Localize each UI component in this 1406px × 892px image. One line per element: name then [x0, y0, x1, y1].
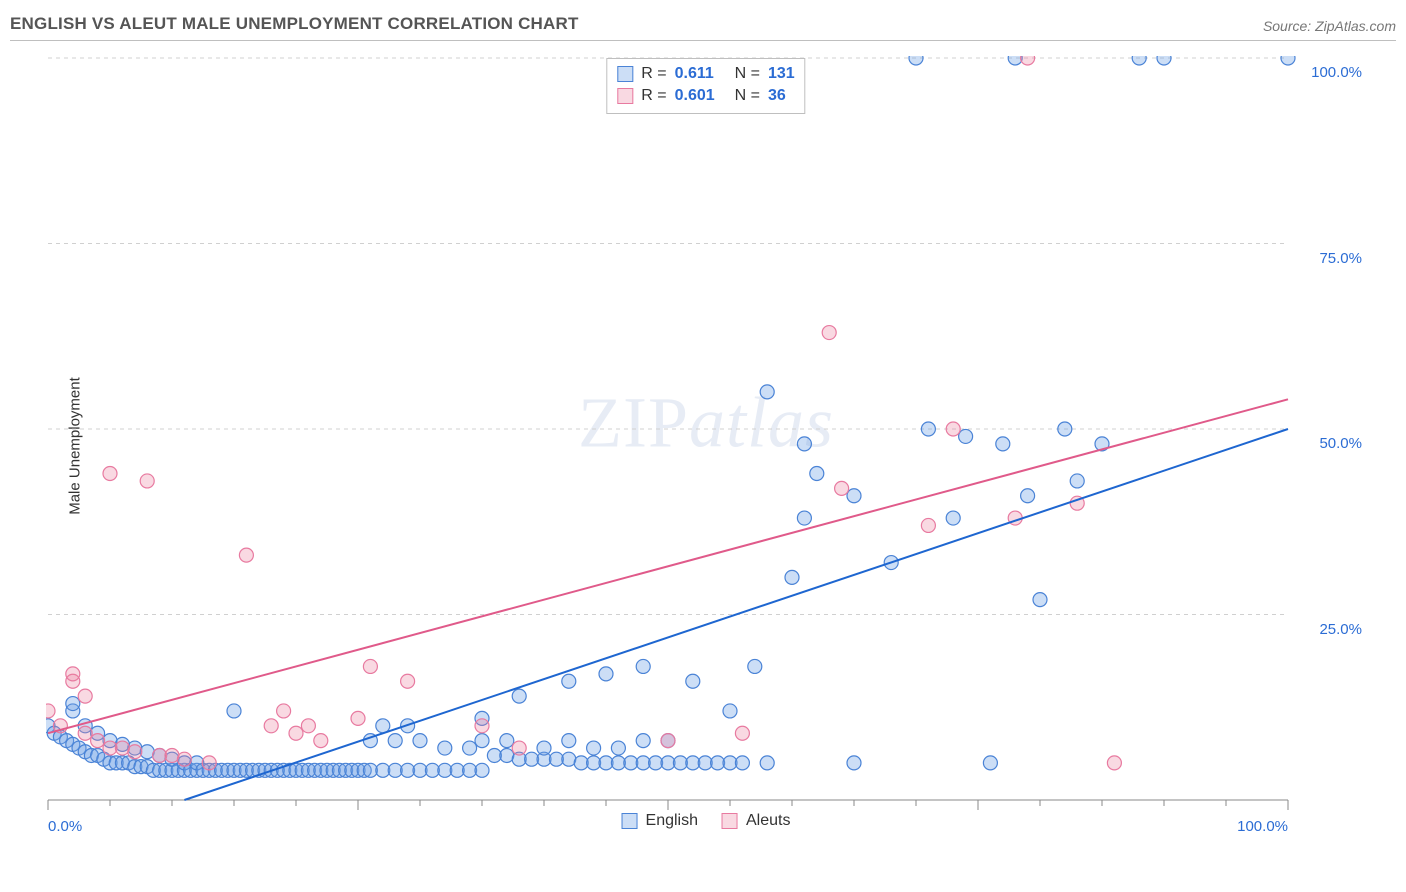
legend-series-label: Aleuts: [746, 812, 790, 830]
scatter-plot-svg: [46, 56, 1366, 836]
legend-correlation-box: R = 0.611 N = 131 R = 0.601 N = 36: [606, 58, 805, 114]
x-tick-label: 0.0%: [48, 818, 82, 835]
legend-n-value: 131: [768, 63, 795, 85]
chart-title: ENGLISH VS ALEUT MALE UNEMPLOYMENT CORRE…: [10, 14, 579, 34]
legend-n-label: N =: [735, 85, 760, 107]
source-attribution: Source: ZipAtlas.com: [1263, 18, 1396, 34]
legend-series-label: English: [646, 812, 698, 830]
chart-area: ZIPatlas R =0.611N =131R =0.601N =36 Eng…: [46, 56, 1366, 836]
legend-swatch: [622, 813, 638, 829]
legend-correlation-row: R = 0.611 N = 131: [617, 63, 794, 85]
legend-series-item: English: [622, 812, 698, 830]
header-bar: ENGLISH VS ALEUT MALE UNEMPLOYMENT CORRE…: [10, 14, 1396, 41]
legend-swatch: [722, 813, 738, 829]
legend-n-value: 36: [768, 85, 786, 107]
x-tick-label: 100.0%: [1228, 818, 1288, 835]
legend-r-value: 0.601: [675, 85, 727, 107]
legend-r-value: 0.611: [675, 63, 727, 85]
y-tick-label: 100.0%: [1311, 64, 1362, 81]
y-tick-label: 25.0%: [1319, 621, 1362, 638]
legend-swatch: [617, 66, 633, 82]
source-name: ZipAtlas.com: [1315, 18, 1396, 34]
legend-swatch: [617, 88, 633, 104]
y-tick-label: 75.0%: [1319, 250, 1362, 267]
legend-r-label: R =: [641, 85, 666, 107]
legend-correlation-row: R = 0.601 N = 36: [617, 85, 794, 107]
legend-n-label: N =: [735, 63, 760, 85]
legend-r-label: R =: [641, 63, 666, 85]
legend-series-item: Aleuts: [722, 812, 790, 830]
y-tick-label: 50.0%: [1319, 435, 1362, 452]
source-prefix: Source:: [1263, 18, 1315, 34]
legend-series: English Aleuts: [622, 812, 791, 830]
